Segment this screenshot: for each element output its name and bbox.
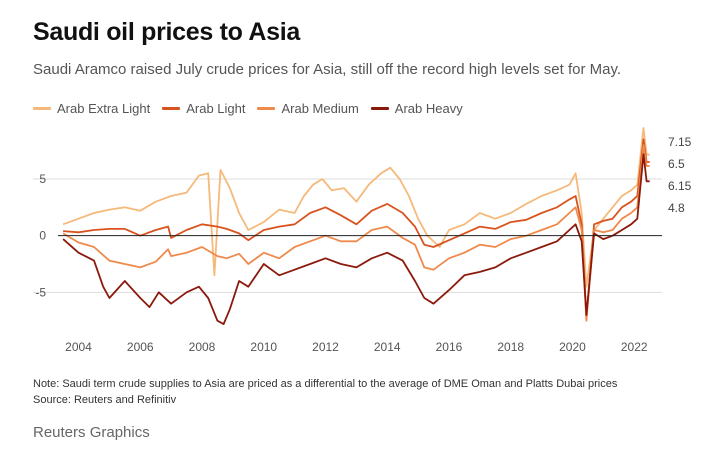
legend-item-arab-heavy: Arab Heavy	[370, 101, 463, 116]
series-line-arab-light	[63, 138, 650, 320]
x-tick-label: 2012	[312, 340, 339, 354]
end-value-label: 6.15	[668, 179, 692, 193]
legend-swatch	[33, 107, 51, 110]
x-tick-label: 2016	[436, 340, 463, 354]
legend-swatch	[370, 107, 389, 110]
x-tick-label: 2004	[65, 340, 92, 354]
y-tick-label: -5	[35, 285, 46, 299]
chart-subtitle: Saudi Aramco raised July crude prices fo…	[33, 61, 622, 78]
legend-swatch	[257, 107, 276, 110]
legend-label: Arab Extra Light	[57, 101, 151, 116]
end-value-label: 7.15	[668, 135, 692, 149]
series-line-arab-medium	[62, 144, 650, 322]
footnote: Note: Saudi term crude supplies to Asia …	[33, 376, 617, 408]
x-tick-label: 2020	[559, 340, 586, 354]
series-line-arab-extra-light	[62, 127, 650, 288]
x-tick-label: 2022	[621, 340, 648, 354]
legend-item-arab-medium: Arab Medium	[257, 101, 359, 116]
legend: Arab Extra Light Arab Light Arab Medium …	[33, 101, 463, 116]
y-tick-label: 0	[39, 229, 46, 243]
source-text: Source: Reuters and Refinitiv	[33, 394, 177, 406]
series-line-arab-heavy	[62, 153, 650, 325]
note-text: Note: Saudi term crude supplies to Asia …	[33, 378, 618, 390]
chart-title: Saudi oil prices to Asia	[33, 18, 300, 46]
credit: Reuters Graphics	[33, 424, 150, 441]
legend-item-arab-extra-light: Arab Extra Light	[33, 101, 150, 116]
legend-label: Arab Light	[186, 101, 246, 116]
legend-label: Arab Heavy	[394, 101, 463, 116]
end-value-label: 6.5	[668, 157, 685, 171]
legend-swatch	[162, 107, 181, 110]
end-value-label: 4.8	[668, 201, 685, 215]
legend-label: Arab Medium	[281, 101, 359, 116]
x-tick-label: 2006	[127, 340, 154, 354]
y-tick-label: 5	[39, 172, 46, 186]
legend-item-arab-light: Arab Light	[162, 101, 245, 116]
x-tick-label: 2018	[497, 340, 524, 354]
x-tick-label: 2014	[374, 340, 401, 354]
x-tick-label: 2010	[250, 340, 277, 354]
x-tick-label: 2008	[189, 340, 216, 354]
